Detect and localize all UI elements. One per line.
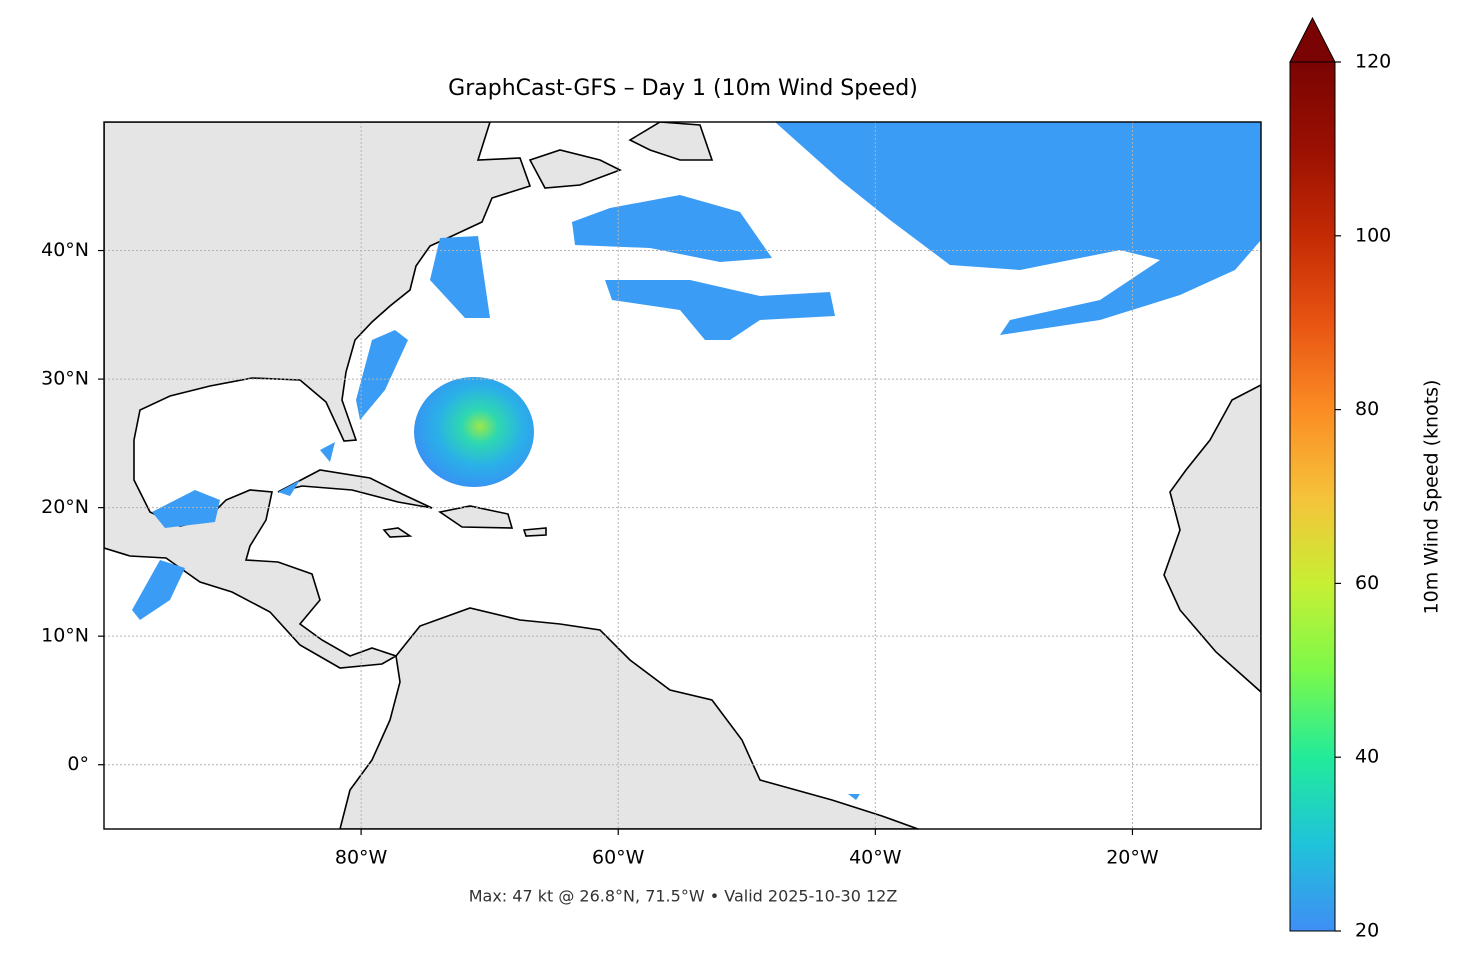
wind-patch bbox=[572, 195, 772, 262]
y-tick-label: 10°N bbox=[41, 625, 89, 647]
colorbar-tick-label: 20 bbox=[1355, 920, 1379, 942]
hispaniola bbox=[437, 505, 514, 529]
colorbar-tick-label: 80 bbox=[1355, 398, 1379, 420]
x-tick-label: 60°W bbox=[592, 847, 645, 869]
hurricane-wind bbox=[414, 377, 534, 487]
wind-patch bbox=[605, 280, 835, 340]
x-tick-label: 20°W bbox=[1106, 847, 1159, 869]
colorbar bbox=[1289, 61, 1336, 932]
africa bbox=[1163, 384, 1261, 694]
jamaica bbox=[382, 527, 413, 538]
y-tick-label: 30°N bbox=[41, 368, 89, 390]
colorbar-label: 10m Wind Speed (knots) bbox=[1421, 380, 1443, 615]
title: GraphCast-GFS – Day 1 (10m Wind Speed) bbox=[448, 76, 918, 101]
puerto-rico bbox=[522, 527, 547, 537]
colorbar-tick-label: 40 bbox=[1355, 746, 1379, 768]
x-tick-label: 40°W bbox=[849, 847, 902, 869]
y-tick-label: 40°N bbox=[41, 239, 89, 261]
colorbar-extend bbox=[1289, 16, 1336, 63]
colorbar-tick-label: 60 bbox=[1355, 572, 1379, 594]
wind-patch bbox=[356, 330, 408, 420]
maritimes bbox=[528, 122, 714, 189]
y-tick-label: 0° bbox=[67, 753, 89, 775]
footnote: Max: 47 kt @ 26.8°N, 71.5°W • Valid 2025… bbox=[469, 887, 898, 906]
north-america bbox=[104, 122, 532, 669]
wind-patch bbox=[430, 236, 490, 318]
y-tick-label: 20°N bbox=[41, 496, 89, 518]
wind-patch bbox=[775, 122, 1261, 335]
colorbar-tick-label: 120 bbox=[1355, 51, 1391, 73]
map-frame bbox=[103, 121, 1262, 830]
colorbar-tick-label: 100 bbox=[1355, 224, 1391, 246]
x-tick-label: 80°W bbox=[335, 847, 388, 869]
map-area bbox=[104, 122, 1261, 829]
